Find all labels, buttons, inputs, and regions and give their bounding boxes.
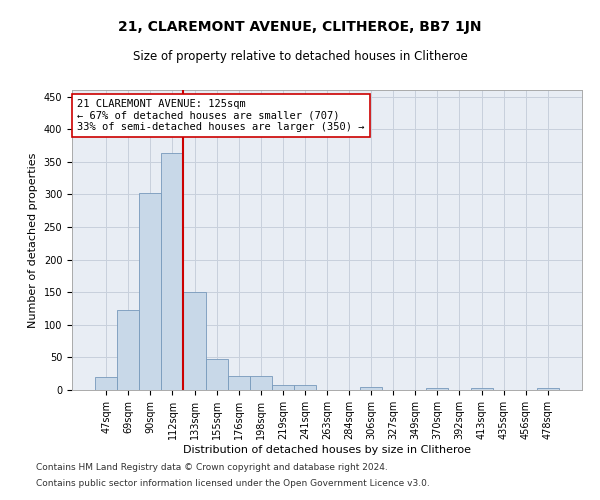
Bar	[227, 376, 250, 390]
Bar	[206, 360, 227, 390]
Bar	[537, 388, 559, 390]
X-axis label: Distribution of detached houses by size in Clitheroe: Distribution of detached houses by size …	[183, 444, 471, 454]
Text: 21 CLAREMONT AVENUE: 125sqm
← 67% of detached houses are smaller (707)
33% of se: 21 CLAREMONT AVENUE: 125sqm ← 67% of det…	[77, 99, 365, 132]
Bar	[161, 154, 184, 390]
Bar	[360, 386, 382, 390]
Bar	[117, 310, 139, 390]
Bar	[470, 388, 493, 390]
Bar	[250, 376, 272, 390]
Y-axis label: Number of detached properties: Number of detached properties	[28, 152, 38, 328]
Text: 21, CLAREMONT AVENUE, CLITHEROE, BB7 1JN: 21, CLAREMONT AVENUE, CLITHEROE, BB7 1JN	[118, 20, 482, 34]
Text: Contains public sector information licensed under the Open Government Licence v3: Contains public sector information licen…	[36, 478, 430, 488]
Bar	[95, 377, 117, 390]
Bar	[139, 193, 161, 390]
Bar	[427, 388, 448, 390]
Text: Size of property relative to detached houses in Clitheroe: Size of property relative to detached ho…	[133, 50, 467, 63]
Bar	[294, 386, 316, 390]
Bar	[184, 292, 206, 390]
Bar	[272, 385, 294, 390]
Text: Contains HM Land Registry data © Crown copyright and database right 2024.: Contains HM Land Registry data © Crown c…	[36, 464, 388, 472]
